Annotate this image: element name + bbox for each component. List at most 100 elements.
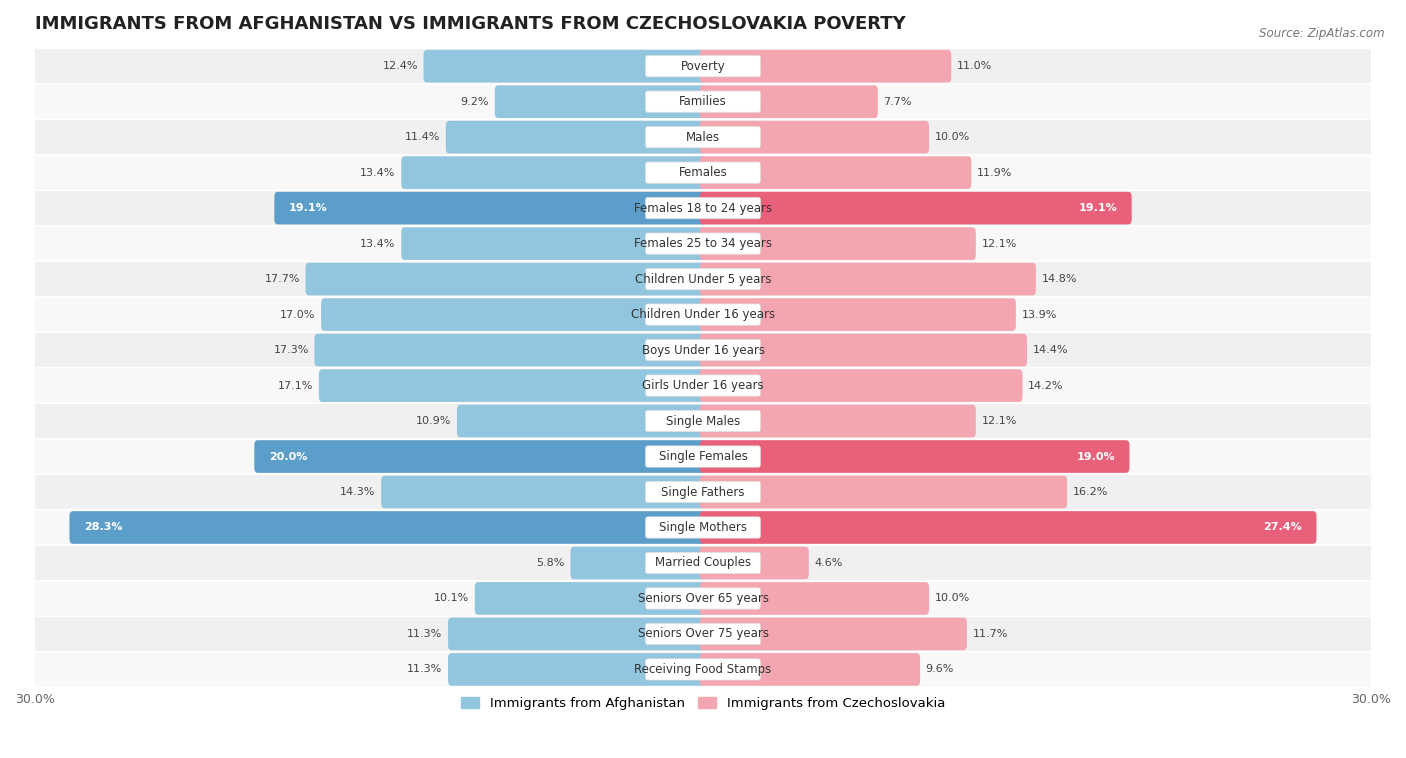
Text: 12.4%: 12.4%: [382, 61, 418, 71]
FancyBboxPatch shape: [35, 262, 1371, 296]
FancyBboxPatch shape: [700, 192, 1132, 224]
FancyBboxPatch shape: [35, 191, 1371, 225]
FancyBboxPatch shape: [35, 85, 1371, 119]
FancyBboxPatch shape: [700, 618, 967, 650]
FancyBboxPatch shape: [35, 440, 1371, 474]
FancyBboxPatch shape: [700, 227, 976, 260]
Text: Boys Under 16 years: Boys Under 16 years: [641, 343, 765, 356]
FancyBboxPatch shape: [645, 481, 761, 503]
FancyBboxPatch shape: [700, 476, 1067, 509]
Text: 14.3%: 14.3%: [340, 487, 375, 497]
Text: 16.2%: 16.2%: [1073, 487, 1108, 497]
FancyBboxPatch shape: [645, 410, 761, 432]
FancyBboxPatch shape: [35, 653, 1371, 687]
FancyBboxPatch shape: [35, 617, 1371, 651]
FancyBboxPatch shape: [645, 375, 761, 396]
FancyBboxPatch shape: [35, 581, 1371, 615]
FancyBboxPatch shape: [700, 50, 952, 83]
FancyBboxPatch shape: [319, 369, 706, 402]
FancyBboxPatch shape: [700, 334, 1026, 366]
FancyBboxPatch shape: [700, 86, 877, 118]
Text: 17.7%: 17.7%: [264, 274, 299, 284]
Text: 11.0%: 11.0%: [957, 61, 993, 71]
FancyBboxPatch shape: [645, 127, 761, 148]
Text: Females 25 to 34 years: Females 25 to 34 years: [634, 237, 772, 250]
FancyBboxPatch shape: [401, 156, 706, 189]
Text: 19.1%: 19.1%: [288, 203, 328, 213]
Text: Families: Families: [679, 96, 727, 108]
Text: 14.4%: 14.4%: [1032, 345, 1069, 355]
FancyBboxPatch shape: [700, 156, 972, 189]
Text: Poverty: Poverty: [681, 60, 725, 73]
Text: 5.8%: 5.8%: [537, 558, 565, 568]
FancyBboxPatch shape: [645, 446, 761, 467]
Text: 12.1%: 12.1%: [981, 416, 1017, 426]
Text: Married Couples: Married Couples: [655, 556, 751, 569]
Text: Females: Females: [679, 166, 727, 179]
Legend: Immigrants from Afghanistan, Immigrants from Czechoslovakia: Immigrants from Afghanistan, Immigrants …: [456, 692, 950, 716]
FancyBboxPatch shape: [35, 120, 1371, 154]
Text: 27.4%: 27.4%: [1263, 522, 1302, 532]
FancyBboxPatch shape: [35, 155, 1371, 190]
FancyBboxPatch shape: [305, 263, 706, 296]
Text: 12.1%: 12.1%: [981, 239, 1017, 249]
FancyBboxPatch shape: [645, 233, 761, 254]
Text: Single Males: Single Males: [666, 415, 740, 428]
Text: 13.4%: 13.4%: [360, 239, 395, 249]
FancyBboxPatch shape: [645, 162, 761, 183]
Text: Single Mothers: Single Mothers: [659, 521, 747, 534]
Text: 17.0%: 17.0%: [280, 309, 315, 320]
FancyBboxPatch shape: [274, 192, 706, 224]
Text: IMMIGRANTS FROM AFGHANISTAN VS IMMIGRANTS FROM CZECHOSLOVAKIA POVERTY: IMMIGRANTS FROM AFGHANISTAN VS IMMIGRANT…: [35, 15, 905, 33]
FancyBboxPatch shape: [645, 55, 761, 77]
FancyBboxPatch shape: [475, 582, 706, 615]
Text: Seniors Over 65 years: Seniors Over 65 years: [637, 592, 769, 605]
FancyBboxPatch shape: [645, 91, 761, 112]
Text: Females 18 to 24 years: Females 18 to 24 years: [634, 202, 772, 215]
FancyBboxPatch shape: [446, 121, 706, 153]
Text: 7.7%: 7.7%: [883, 97, 912, 107]
Text: 9.2%: 9.2%: [461, 97, 489, 107]
FancyBboxPatch shape: [645, 553, 761, 574]
FancyBboxPatch shape: [700, 405, 976, 437]
Text: 9.6%: 9.6%: [925, 665, 955, 675]
Text: Receiving Food Stamps: Receiving Food Stamps: [634, 663, 772, 676]
FancyBboxPatch shape: [35, 333, 1371, 367]
Text: 20.0%: 20.0%: [269, 452, 307, 462]
Text: 11.9%: 11.9%: [977, 168, 1012, 177]
FancyBboxPatch shape: [35, 227, 1371, 261]
FancyBboxPatch shape: [423, 50, 706, 83]
Text: Children Under 5 years: Children Under 5 years: [634, 273, 772, 286]
Text: 13.9%: 13.9%: [1021, 309, 1057, 320]
Text: 10.1%: 10.1%: [434, 594, 470, 603]
Text: 13.4%: 13.4%: [360, 168, 395, 177]
Text: 10.0%: 10.0%: [935, 594, 970, 603]
Text: 14.2%: 14.2%: [1028, 381, 1063, 390]
FancyBboxPatch shape: [645, 304, 761, 325]
FancyBboxPatch shape: [571, 547, 706, 579]
FancyBboxPatch shape: [449, 618, 706, 650]
FancyBboxPatch shape: [69, 511, 706, 543]
FancyBboxPatch shape: [35, 368, 1371, 402]
FancyBboxPatch shape: [700, 263, 1036, 296]
Text: 10.9%: 10.9%: [416, 416, 451, 426]
FancyBboxPatch shape: [35, 475, 1371, 509]
Text: 14.8%: 14.8%: [1042, 274, 1077, 284]
FancyBboxPatch shape: [645, 659, 761, 680]
Text: 11.3%: 11.3%: [408, 629, 443, 639]
FancyBboxPatch shape: [700, 121, 929, 153]
FancyBboxPatch shape: [381, 476, 706, 509]
FancyBboxPatch shape: [700, 653, 920, 686]
Text: 17.3%: 17.3%: [274, 345, 309, 355]
FancyBboxPatch shape: [35, 49, 1371, 83]
FancyBboxPatch shape: [35, 298, 1371, 331]
FancyBboxPatch shape: [645, 268, 761, 290]
Text: 11.3%: 11.3%: [408, 665, 443, 675]
FancyBboxPatch shape: [457, 405, 706, 437]
FancyBboxPatch shape: [254, 440, 706, 473]
FancyBboxPatch shape: [645, 623, 761, 644]
Text: 11.4%: 11.4%: [405, 132, 440, 143]
Text: Single Females: Single Females: [658, 450, 748, 463]
Text: Children Under 16 years: Children Under 16 years: [631, 308, 775, 321]
FancyBboxPatch shape: [449, 653, 706, 686]
